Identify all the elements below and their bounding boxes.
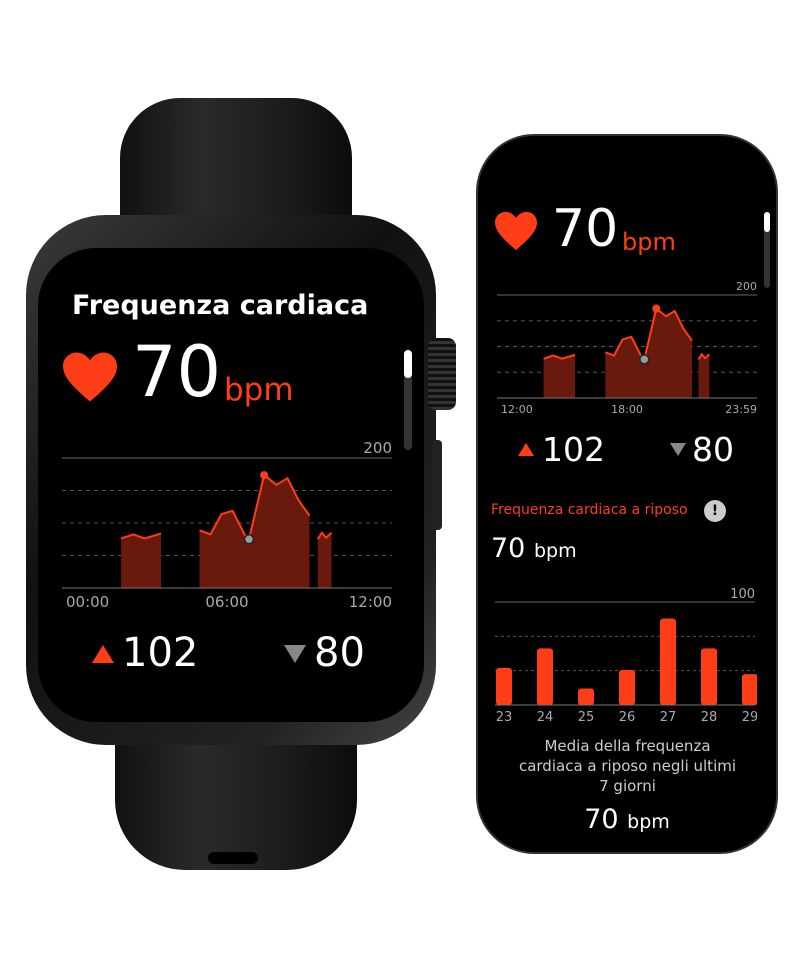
max-arrow-icon	[518, 443, 534, 456]
digital-crown[interactable]	[428, 338, 456, 410]
min-heart-rate: 80	[314, 630, 365, 676]
line-segment	[543, 353, 576, 360]
bar	[660, 618, 676, 705]
scrollbar-thumb[interactable]	[764, 212, 770, 232]
max-heart-rate: 102	[542, 430, 605, 469]
x-tick-label: 18:00	[611, 403, 643, 416]
x-tick-label: 12:00	[501, 403, 533, 416]
line-segment	[697, 352, 710, 360]
average-value: 70 bpm	[476, 804, 778, 835]
area-segment	[605, 308, 692, 398]
strap-hole	[208, 852, 258, 864]
x-tick-label: 06:00	[205, 593, 248, 611]
average-description: Media della frequenza cardiaca a riposo …	[518, 737, 737, 795]
resting-value: 70	[491, 533, 526, 564]
heart-icon	[495, 211, 537, 251]
watch-screen	[38, 248, 424, 722]
x-tick-label: 23	[496, 710, 513, 725]
y-max-label: 200	[736, 280, 757, 293]
resting-heart-rate-label: Frequenza cardiaca a riposo	[491, 502, 688, 518]
min-arrow-icon	[670, 443, 686, 456]
x-tick-label: 00:00	[66, 593, 109, 611]
line-segment	[120, 532, 162, 540]
avg-unit: bpm	[627, 811, 670, 833]
x-tick-label: 25	[578, 710, 595, 725]
x-tick-label: 24	[537, 710, 554, 725]
area-segment	[199, 475, 310, 588]
heart-rate-unit: bpm	[622, 228, 676, 256]
info-icon[interactable]: !	[704, 500, 726, 522]
area-segment	[317, 532, 332, 588]
heart-rate-value: 70	[552, 199, 619, 259]
max-arrow-icon	[92, 645, 114, 663]
x-tick-label: 29	[742, 710, 757, 725]
current-point	[243, 534, 255, 545]
max-point	[652, 304, 661, 313]
page-title: Frequenza cardiaca	[72, 290, 369, 321]
min-arrow-icon	[284, 645, 306, 663]
y-max-label: 200	[363, 439, 392, 457]
current-point	[639, 354, 650, 365]
x-tick-label: 23:59	[725, 403, 757, 416]
bar	[537, 648, 553, 705]
heart-icon	[63, 352, 117, 402]
bar	[742, 674, 757, 705]
heart-rate-unit: bpm	[224, 372, 294, 408]
max-point	[260, 471, 269, 480]
area-segment	[543, 354, 575, 398]
resting-heart-rate-value: 70 bpm	[491, 533, 577, 564]
x-tick-label: 12:00	[349, 593, 392, 611]
heart-rate-value: 70	[132, 331, 222, 413]
area-segment	[698, 354, 710, 398]
heart-rate-chart: 200 12:00 18:00 23:59	[497, 280, 757, 416]
y-max-label: 100	[730, 587, 755, 602]
min-heart-rate: 80	[692, 430, 734, 469]
bar	[578, 688, 594, 705]
scrollbar-track[interactable]	[404, 350, 412, 450]
scrollbar-track[interactable]	[764, 212, 770, 288]
area-segment	[121, 533, 161, 588]
detail-screen	[476, 134, 778, 854]
line-segment	[316, 531, 333, 540]
resting-unit: bpm	[533, 540, 577, 562]
heart-rate-chart: 200 00:00 06:00 12:00	[62, 439, 392, 611]
bar	[496, 667, 512, 705]
x-tick-label: 28	[701, 710, 718, 725]
x-tick-label: 26	[619, 710, 636, 725]
avg-value: 70	[584, 804, 619, 835]
x-tick-label: 27	[660, 710, 677, 725]
bar	[701, 648, 717, 705]
side-button[interactable]	[432, 440, 442, 530]
scrollbar-thumb[interactable]	[404, 350, 412, 378]
resting-bar-chart: 100 23 24 25 26 27 28 29	[495, 587, 757, 725]
max-heart-rate: 102	[122, 630, 199, 676]
bar	[619, 669, 635, 705]
